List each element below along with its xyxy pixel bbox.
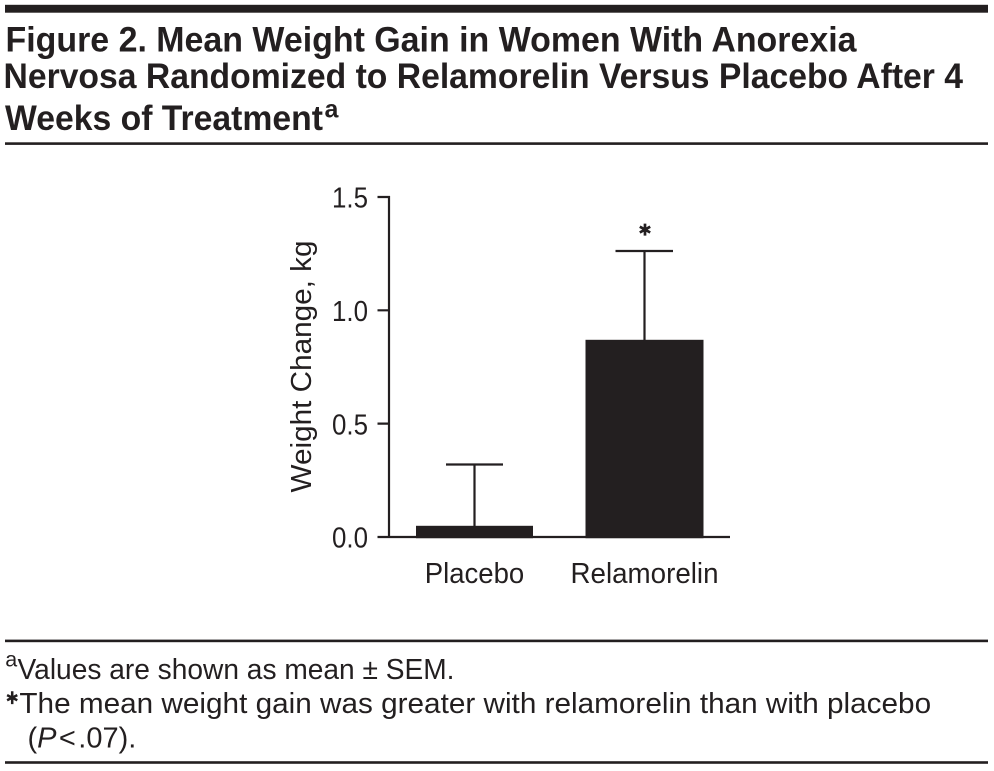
svg-text:Weight Change, kg: Weight Change, kg — [286, 241, 318, 493]
svg-text:a: a — [5, 648, 17, 672]
svg-text:0.5: 0.5 — [332, 409, 368, 441]
svg-text:0.0: 0.0 — [332, 523, 368, 555]
svg-text:Figure 2. Mean Weight Gain in: Figure 2. Mean Weight Gain in Women With… — [6, 20, 857, 60]
svg-text:Placebo: Placebo — [425, 558, 525, 590]
svg-text:The mean weight gain was great: The mean weight gain was greater with re… — [19, 688, 931, 720]
svg-text:Values are shown as mean ± SEM: Values are shown as mean ± SEM. — [18, 654, 455, 686]
svg-text:(P < .07).: (P < .07). — [28, 723, 137, 755]
svg-text:Weeks of Treatment: Weeks of Treatment — [5, 98, 323, 138]
svg-text:1.5: 1.5 — [332, 183, 368, 215]
svg-text:Relamorelin: Relamorelin — [571, 558, 719, 590]
svg-text:1.0: 1.0 — [332, 296, 368, 328]
svg-text:a: a — [325, 96, 340, 124]
svg-text:Nervosa Randomized to Relamore: Nervosa Randomized to Relamorelin Versus… — [4, 56, 964, 96]
